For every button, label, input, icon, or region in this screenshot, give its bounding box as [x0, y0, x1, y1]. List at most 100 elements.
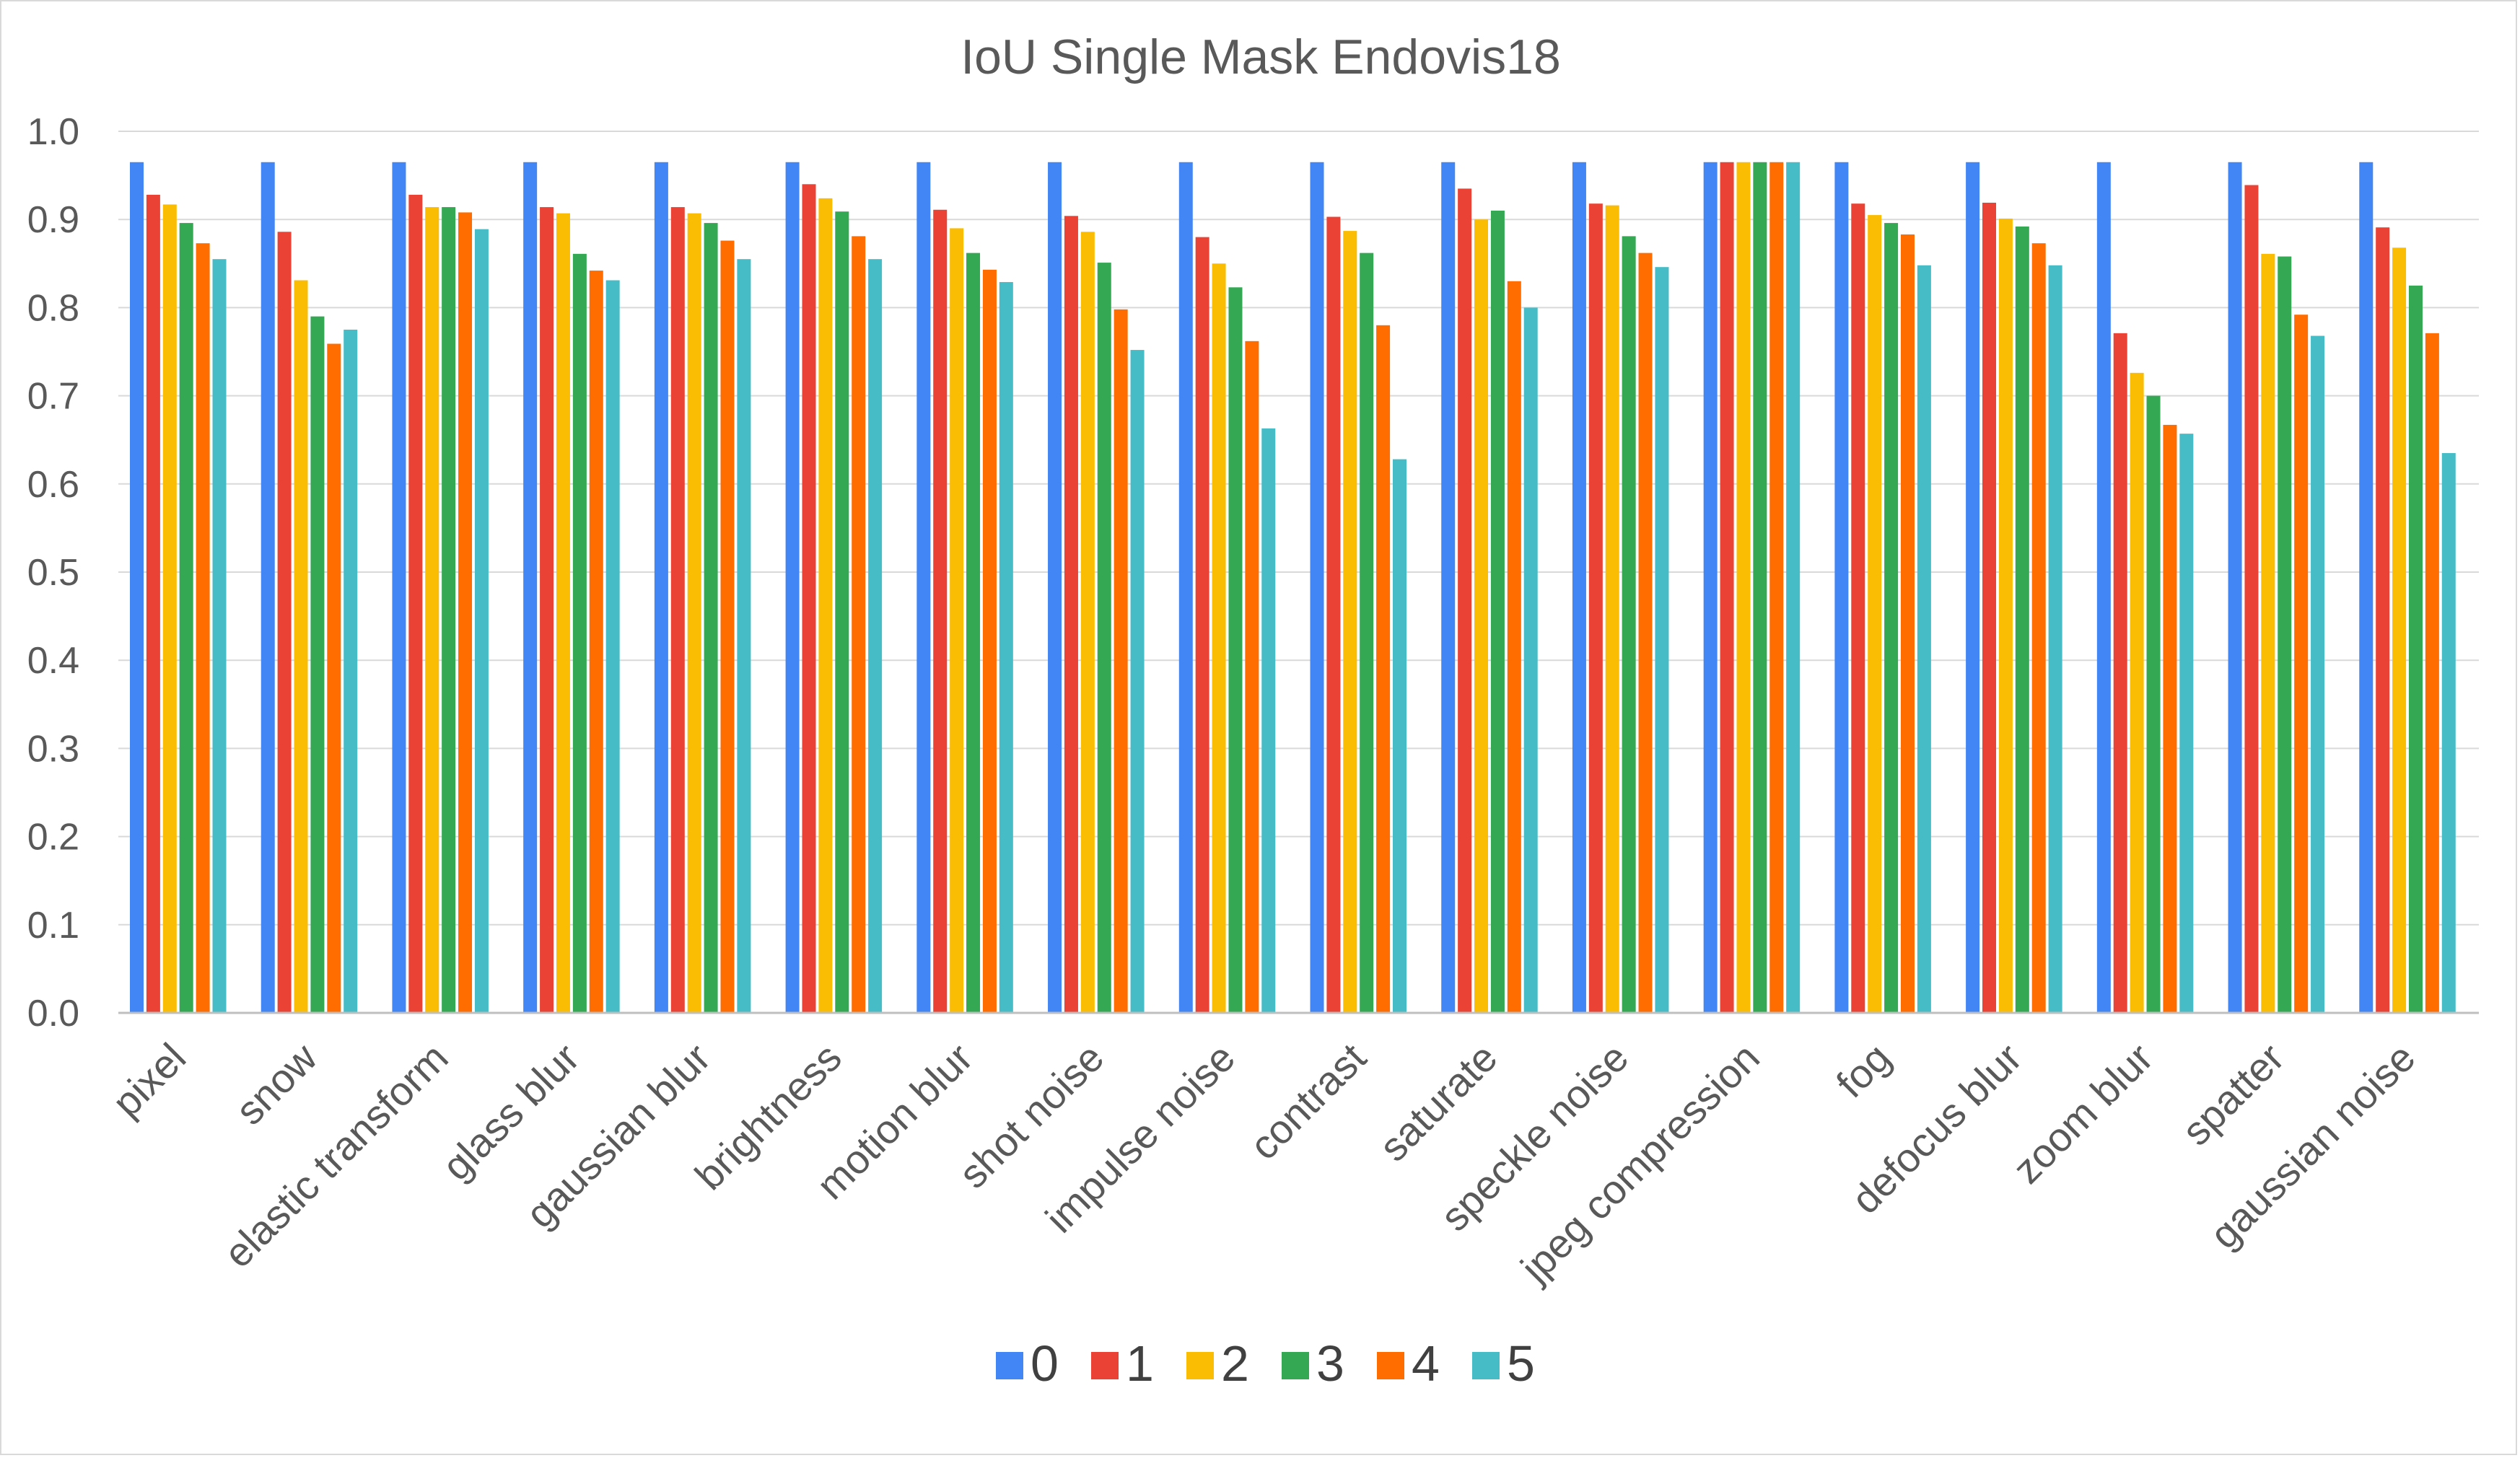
bar-2-11 [1605, 205, 1619, 1014]
y-tick-label: 0.0 [27, 993, 79, 1035]
category-label: contrast [1241, 1035, 1375, 1169]
bar-5-7 [1130, 350, 1145, 1013]
legend-swatch-1 [1091, 1352, 1119, 1379]
category-label: pixel [103, 1035, 194, 1125]
legend-swatch-0 [996, 1352, 1023, 1379]
bar-1-16 [2244, 185, 2259, 1013]
bar-5-16 [2311, 335, 2325, 1013]
legend-label-2: 2 [1221, 1335, 1249, 1392]
bar-0-8 [1178, 162, 1193, 1013]
bar-4-13 [1900, 234, 1915, 1013]
bar-4-8 [1245, 341, 1259, 1013]
bar-4-11 [1638, 252, 1653, 1013]
bar-5-3 [605, 280, 620, 1013]
bar-3-14 [2015, 226, 2029, 1013]
bar-2-15 [2130, 372, 2144, 1013]
bar-2-17 [2392, 247, 2407, 1014]
category-label: elastic transform [215, 1035, 457, 1276]
bar-2-2 [425, 207, 439, 1013]
bar-0-5 [785, 162, 800, 1013]
bar-5-10 [1523, 307, 1538, 1013]
bar-3-5 [835, 211, 849, 1013]
bar-5-13 [1917, 265, 1931, 1013]
y-tick-label: 0.7 [27, 376, 79, 418]
bar-3-10 [1490, 210, 1505, 1014]
bar-3-12 [1753, 162, 1767, 1013]
category-label: spatter [2173, 1035, 2293, 1154]
bar-0-10 [1441, 162, 1456, 1013]
bar-1-7 [1064, 216, 1078, 1013]
bar-3-8 [1228, 287, 1243, 1013]
bar-1-6 [933, 209, 948, 1013]
bar-0-9 [1310, 162, 1324, 1013]
legend-label-1: 1 [1126, 1335, 1154, 1392]
bar-5-9 [1393, 459, 1406, 1013]
bar-4-15 [2163, 424, 2177, 1013]
bar-2-10 [1474, 219, 1489, 1014]
bar-4-4 [720, 240, 735, 1013]
bar-5-6 [999, 281, 1013, 1013]
y-tick-label: 0.6 [27, 464, 79, 506]
bar-0-0 [130, 162, 144, 1013]
bar-4-3 [589, 271, 603, 1014]
bar-0-11 [1572, 162, 1586, 1013]
bars [130, 162, 2456, 1014]
bar-5-5 [868, 259, 883, 1014]
category-label: zoom blur [2004, 1035, 2161, 1192]
chart-title: IoU Single Mask Endovis18 [961, 30, 1561, 84]
category-label: jpeg compression [1511, 1035, 1768, 1291]
bar-3-17 [2408, 285, 2423, 1014]
bar-1-11 [1588, 203, 1603, 1014]
bar-5-14 [2048, 265, 2062, 1013]
bar-0-6 [916, 162, 931, 1013]
bar-3-9 [1360, 252, 1374, 1013]
bar-1-10 [1458, 188, 1472, 1014]
bar-3-7 [1097, 263, 1111, 1013]
legend-swatch-5 [1472, 1352, 1500, 1379]
bar-2-12 [1736, 162, 1751, 1013]
bar-4-7 [1114, 309, 1128, 1013]
bar-1-17 [2376, 227, 2390, 1013]
bar-3-6 [966, 252, 981, 1013]
y-tick-label: 0.9 [27, 199, 79, 241]
y-tick-label: 0.8 [27, 287, 79, 329]
legend: 0 1 2 3 4 5 [996, 1335, 1535, 1392]
bar-2-1 [294, 280, 308, 1013]
bar-1-0 [146, 194, 160, 1013]
bar-4-0 [196, 243, 210, 1014]
bar-5-1 [344, 329, 358, 1013]
bar-0-1 [261, 162, 275, 1013]
bar-0-16 [2228, 162, 2242, 1013]
bar-0-13 [1834, 162, 1849, 1013]
bar-5-15 [2179, 434, 2194, 1013]
bar-1-15 [2113, 333, 2127, 1013]
bar-3-2 [442, 207, 456, 1013]
bar-2-4 [687, 213, 701, 1013]
gridlines [118, 131, 2479, 926]
bar-3-0 [179, 223, 193, 1013]
bar-2-16 [2261, 253, 2275, 1013]
bar-1-3 [540, 207, 554, 1013]
category-label: saturate [1370, 1035, 1506, 1170]
bar-1-4 [670, 207, 685, 1013]
bar-0-2 [392, 162, 406, 1013]
y-tick-label: 1.0 [27, 111, 79, 153]
y-tick-label: 0.3 [27, 728, 79, 770]
bar-4-10 [1507, 281, 1521, 1013]
bar-5-4 [737, 259, 751, 1014]
bar-3-11 [1622, 236, 1636, 1014]
y-tick-label: 0.2 [27, 817, 79, 858]
bar-4-2 [458, 212, 473, 1013]
category-label: fog [1827, 1035, 1899, 1107]
bar-5-11 [1655, 267, 1669, 1013]
bar-1-14 [1982, 202, 1997, 1014]
bar-4-6 [982, 269, 997, 1013]
bar-0-7 [1048, 162, 1062, 1013]
bar-3-15 [2146, 395, 2161, 1013]
bar-4-12 [1769, 162, 1784, 1013]
bar-0-15 [2096, 162, 2111, 1013]
legend-label-4: 4 [1412, 1335, 1440, 1392]
bar-5-12 [1786, 162, 1801, 1013]
